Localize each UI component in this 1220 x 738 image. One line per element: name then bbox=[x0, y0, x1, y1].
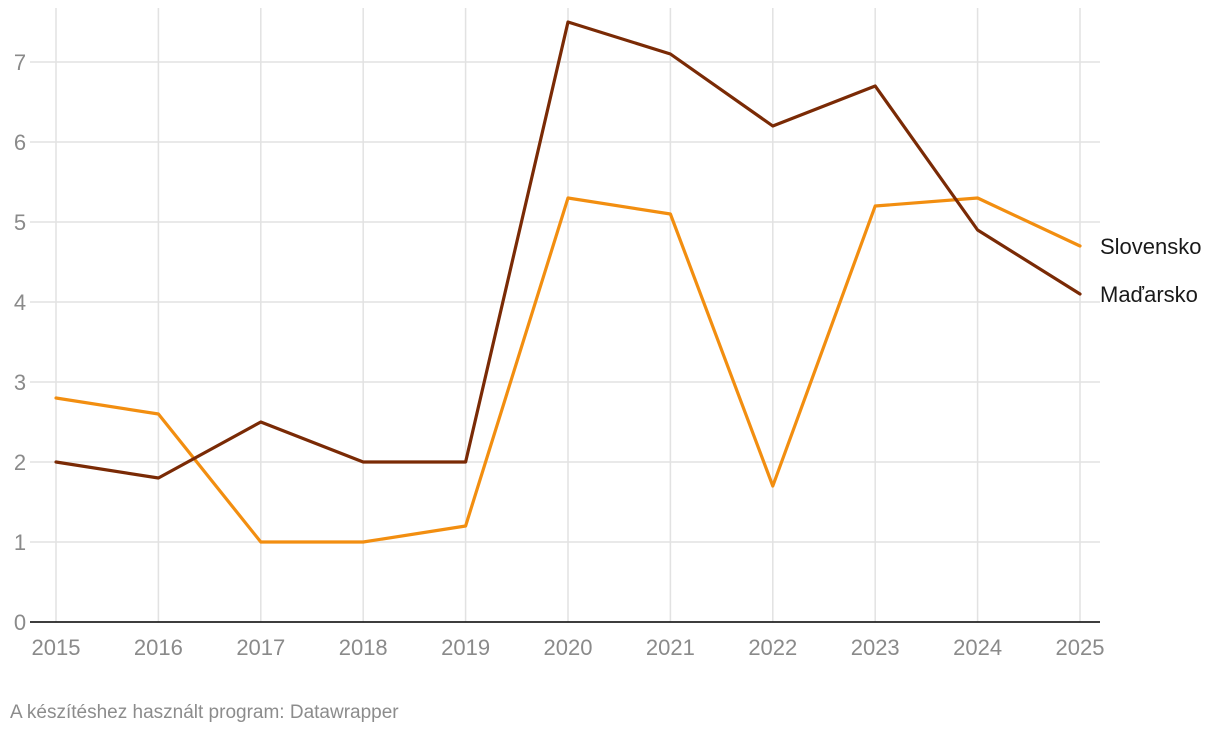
x-tick-label: 2016 bbox=[134, 635, 183, 660]
series-line-0 bbox=[54, 196, 1082, 544]
y-tick-label: 6 bbox=[14, 130, 26, 155]
x-tick-label: 2018 bbox=[339, 635, 388, 660]
y-tick-label: 4 bbox=[14, 290, 26, 315]
series-line-1 bbox=[54, 20, 1082, 480]
line-chart: 2015 2016 2017 2018 2019 2020 2021 2022 2023 2024… bbox=[14, 8, 1202, 660]
x-tick-label: 2019 bbox=[441, 635, 490, 660]
y-tick-label: 2 bbox=[14, 450, 26, 475]
x-tick-label: 2023 bbox=[851, 635, 900, 660]
x-tick-label: 2024 bbox=[953, 635, 1002, 660]
label-layer: Slovensko Maďarsko bbox=[1100, 234, 1202, 307]
grid-layer bbox=[30, 8, 1100, 622]
series-layer bbox=[54, 20, 1082, 544]
series-label-0: Slovensko bbox=[1100, 234, 1202, 259]
x-tick-label: 2022 bbox=[748, 635, 797, 660]
chart-credit: A készítéshez használt program: Datawrap… bbox=[10, 702, 399, 723]
y-tick-label: 0 bbox=[14, 610, 26, 635]
series-label-1: Maďarsko bbox=[1100, 282, 1198, 307]
x-tick-label: 2020 bbox=[544, 635, 593, 660]
y-tick-label: 1 bbox=[14, 530, 26, 555]
x-tick-label: 2021 bbox=[646, 635, 695, 660]
x-tick-label: 2015 bbox=[32, 635, 81, 660]
axis-layer: 2015 2016 2017 2018 2019 2020 2021 2022 2023 2024… bbox=[14, 50, 1105, 660]
y-tick-label: 7 bbox=[14, 50, 26, 75]
y-tick-label: 3 bbox=[14, 370, 26, 395]
y-tick-label: 5 bbox=[14, 210, 26, 235]
x-tick-label: 2025 bbox=[1056, 635, 1105, 660]
x-tick-label: 2017 bbox=[236, 635, 285, 660]
